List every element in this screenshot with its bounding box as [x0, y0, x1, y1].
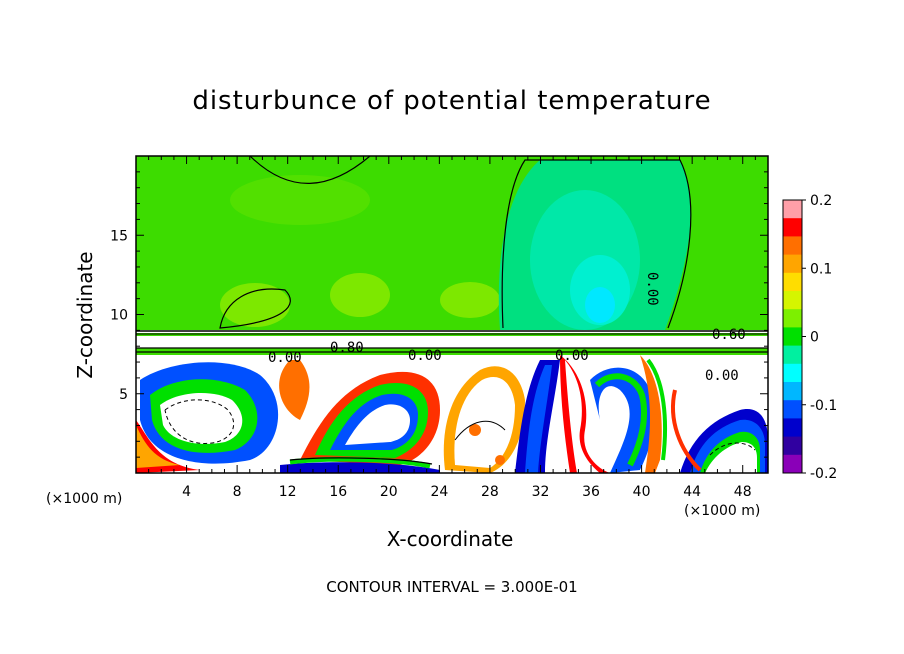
contour-label: 0.00 [408, 348, 442, 364]
y-tick-label: 15 [110, 228, 128, 244]
x-tick-label: 20 [380, 484, 398, 500]
y-tick-label: 10 [110, 308, 128, 324]
x-tick-label: 40 [633, 484, 651, 500]
x-axis-ticks: 4 8 12 16 20 24 28 32 36 40 44 48 [148, 156, 756, 500]
x-tick-label: 32 [532, 484, 550, 500]
colorbar [782, 199, 803, 474]
colorbar-swatch [783, 291, 802, 310]
colorbar-swatch [783, 363, 802, 383]
contour-label: 0.00 [555, 348, 589, 364]
y-tick-label: 5 [119, 387, 128, 403]
colorbar-tick-label: 0 [810, 330, 819, 346]
colorbar-swatch [783, 236, 802, 256]
contour-label: 0.80 [330, 340, 364, 356]
colorbar-tick-label: -0.2 [810, 466, 837, 482]
contour-label: 0.00 [705, 368, 739, 384]
colorbar-swatch [783, 200, 802, 219]
turbulent-layer [136, 355, 768, 473]
x-tick-label: 8 [233, 484, 242, 500]
colorbar-swatch [783, 254, 802, 274]
contour-label: 0.00 [644, 272, 660, 306]
colorbar-swatch [783, 436, 802, 456]
colorbar-tick-label: -0.1 [810, 398, 837, 414]
colorbar-swatch [783, 454, 802, 474]
contour-label: 0.00 [268, 350, 302, 366]
x-tick-label: 48 [734, 484, 752, 500]
colorbar-swatch [783, 400, 802, 419]
contour-labels: 0.00 0.60 0.80 0.00 0.00 0.00 0.00 [268, 272, 746, 384]
colorbar-swatch [783, 345, 802, 365]
x-tick-label: 4 [182, 484, 191, 500]
x-tick-label: 16 [329, 484, 347, 500]
contour-interval-note: CONTOUR INTERVAL = 3.000E-01 [326, 578, 578, 596]
y-axis-ticks: 5 10 15 [110, 171, 768, 458]
x-tick-label: 24 [430, 484, 448, 500]
colorbar-tick-label: 0.2 [810, 193, 832, 209]
colorbar-swatch [783, 382, 802, 401]
colorbar-swatch [783, 218, 802, 237]
colorbar-swatch [783, 327, 802, 347]
x-unit-label-left: (×1000 m) [46, 491, 123, 507]
colorbar-swatch [783, 272, 802, 292]
x-unit-label-right: (×1000 m) [684, 503, 761, 519]
contour-label: 0.60 [712, 327, 746, 343]
chart-title: disturbunce of potential temperature [192, 86, 712, 116]
colorbar-swatch [783, 418, 802, 438]
x-axis-label: X-coordinate [386, 527, 514, 551]
colorbar-labels: 0.2 0.1 0 -0.1 -0.2 [802, 193, 837, 482]
colorbar-tick-label: 0.1 [810, 261, 832, 277]
x-tick-label: 12 [279, 484, 297, 500]
x-tick-label: 28 [481, 484, 499, 500]
x-tick-label: 44 [683, 484, 701, 500]
x-tick-label: 36 [582, 484, 600, 500]
colorbar-swatch [783, 309, 802, 328]
